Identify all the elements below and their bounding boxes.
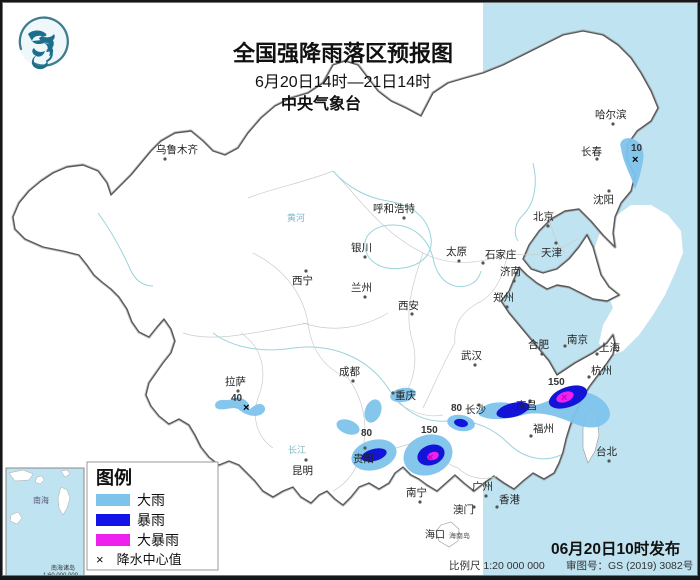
svg-text:×: × <box>427 452 433 464</box>
svg-text:大暴雨: 大暴雨 <box>137 532 179 548</box>
svg-text:全国强降雨落区预报图: 全国强降雨落区预报图 <box>232 41 453 66</box>
svg-text:1:60 000 000: 1:60 000 000 <box>43 573 79 576</box>
svg-text:石家庄: 石家庄 <box>485 248 517 261</box>
svg-text:150: 150 <box>421 425 438 436</box>
svg-text:香港: 香港 <box>499 494 520 506</box>
svg-text:成都: 成都 <box>339 366 360 378</box>
svg-text:40: 40 <box>231 393 243 404</box>
svg-text:长沙: 长沙 <box>465 404 486 416</box>
svg-text:10: 10 <box>631 143 643 154</box>
svg-text:南京: 南京 <box>567 333 588 346</box>
svg-text:黄河: 黄河 <box>287 212 305 223</box>
svg-text:80: 80 <box>361 428 373 439</box>
svg-text:拉萨: 拉萨 <box>225 375 246 388</box>
svg-text:银川: 银川 <box>351 241 372 254</box>
svg-text:郑州: 郑州 <box>493 291 514 304</box>
svg-text:×: × <box>561 392 567 404</box>
svg-text:太原: 太原 <box>446 245 467 258</box>
svg-text:×: × <box>632 154 638 166</box>
svg-text:昆明: 昆明 <box>292 465 313 477</box>
svg-text:北京: 北京 <box>533 210 554 223</box>
svg-text:贵阳: 贵阳 <box>353 452 374 465</box>
svg-text:审图号：GS (2019) 3082号: 审图号：GS (2019) 3082号 <box>566 559 693 572</box>
svg-text:西宁: 西宁 <box>292 274 313 287</box>
svg-text:合肥: 合肥 <box>528 338 549 351</box>
svg-text:福州: 福州 <box>533 422 554 435</box>
svg-text:广州: 广州 <box>472 481 493 493</box>
svg-text:大雨: 大雨 <box>137 492 165 508</box>
svg-text:南海诸岛: 南海诸岛 <box>51 564 75 572</box>
svg-text:兰州: 兰州 <box>351 281 372 294</box>
svg-text:中央气象台: 中央气象台 <box>281 94 361 113</box>
svg-text:海南岛: 海南岛 <box>449 531 470 540</box>
svg-text:80: 80 <box>451 403 463 414</box>
svg-text:澳门: 澳门 <box>453 503 474 516</box>
svg-text:乌鲁木齐: 乌鲁木齐 <box>156 143 198 156</box>
svg-text:台北: 台北 <box>596 445 617 458</box>
svg-text:重庆: 重庆 <box>395 389 416 402</box>
svg-text:南海: 南海 <box>33 495 49 505</box>
svg-text:150: 150 <box>548 377 565 388</box>
svg-text:沈阳: 沈阳 <box>593 193 614 206</box>
svg-text:上海: 上海 <box>599 341 620 354</box>
svg-text:南宁: 南宁 <box>406 486 427 499</box>
svg-text:哈尔滨: 哈尔滨 <box>595 108 627 121</box>
svg-text:6月20日14时—21日14时: 6月20日14时—21日14时 <box>255 73 431 91</box>
svg-text:济南: 济南 <box>500 265 521 278</box>
svg-text:比例尺 1:20 000 000: 比例尺 1:20 000 000 <box>449 559 545 572</box>
svg-text:暴雨: 暴雨 <box>137 512 165 528</box>
svg-text:呼和浩特: 呼和浩特 <box>373 203 415 215</box>
svg-text:长江: 长江 <box>288 444 306 455</box>
svg-text:长春: 长春 <box>581 146 602 158</box>
svg-text:西安: 西安 <box>398 299 419 312</box>
svg-text:杭州: 杭州 <box>591 364 612 377</box>
svg-text:06月20日10时发布: 06月20日10时发布 <box>551 539 680 558</box>
svg-text:天津: 天津 <box>541 247 562 259</box>
svg-text:南昌: 南昌 <box>516 399 537 412</box>
svg-text:海口: 海口 <box>425 528 445 541</box>
svg-text:武汉: 武汉 <box>461 349 482 362</box>
svg-text:图例: 图例 <box>96 467 132 488</box>
svg-text:×: × <box>243 402 249 414</box>
svg-text:× 降水中心值: × 降水中心值 <box>96 552 182 567</box>
